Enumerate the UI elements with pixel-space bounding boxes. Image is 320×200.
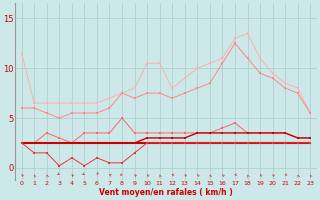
X-axis label: Vent moyen/en rafales ( km/h ): Vent moyen/en rafales ( km/h ) <box>99 188 233 197</box>
